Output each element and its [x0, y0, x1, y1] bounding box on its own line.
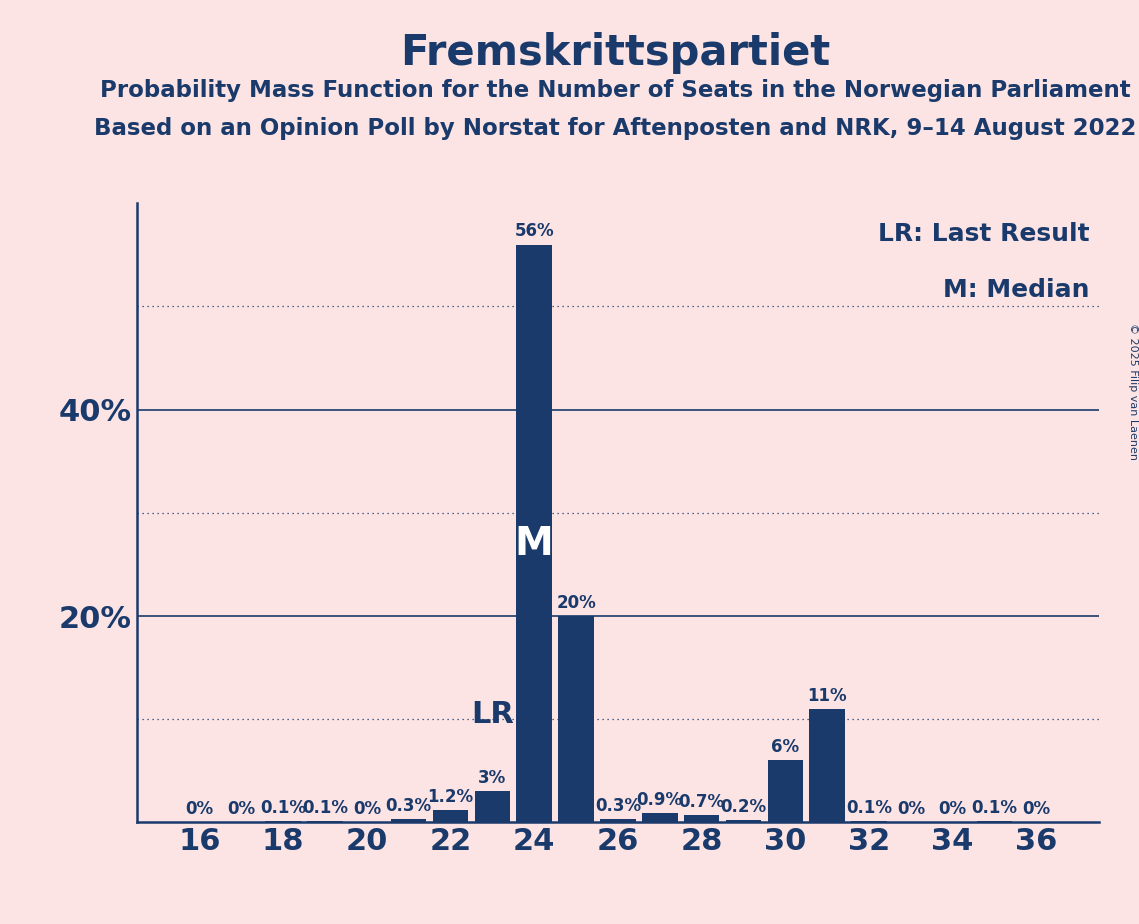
Text: 0.1%: 0.1% — [846, 799, 892, 817]
Text: 0.2%: 0.2% — [720, 798, 767, 816]
Bar — [810, 709, 845, 822]
Bar — [683, 815, 720, 822]
Text: 3%: 3% — [478, 770, 507, 787]
Bar — [475, 791, 510, 822]
Text: 6%: 6% — [771, 738, 800, 757]
Text: Based on an Opinion Poll by Norstat for Aftenposten and NRK, 9–14 August 2022: Based on an Opinion Poll by Norstat for … — [93, 117, 1137, 140]
Text: M: M — [515, 525, 554, 563]
Bar — [726, 821, 761, 822]
Bar — [600, 820, 636, 822]
Text: 0%: 0% — [353, 800, 380, 819]
Bar — [768, 760, 803, 822]
Text: © 2025 Filip van Laenen: © 2025 Filip van Laenen — [1129, 323, 1138, 460]
Text: LR: LR — [470, 700, 514, 730]
Bar — [851, 821, 887, 822]
Text: 0.9%: 0.9% — [637, 791, 682, 808]
Text: 0.3%: 0.3% — [595, 797, 641, 815]
Text: Fremskrittspartiet: Fremskrittspartiet — [400, 32, 830, 74]
Text: 0%: 0% — [186, 800, 213, 819]
Bar — [265, 821, 301, 822]
Text: LR: Last Result: LR: Last Result — [878, 222, 1090, 246]
Bar — [391, 820, 426, 822]
Text: 0.1%: 0.1% — [972, 799, 1017, 817]
Text: 0.3%: 0.3% — [386, 797, 432, 815]
Text: 20%: 20% — [556, 594, 596, 612]
Text: 0.1%: 0.1% — [260, 799, 306, 817]
Bar — [977, 821, 1013, 822]
Bar — [433, 810, 468, 822]
Bar — [308, 821, 343, 822]
Text: 0%: 0% — [1023, 800, 1050, 819]
Text: Probability Mass Function for the Number of Seats in the Norwegian Parliament: Probability Mass Function for the Number… — [100, 79, 1130, 102]
Text: 0.1%: 0.1% — [302, 799, 349, 817]
Text: 0.7%: 0.7% — [679, 793, 724, 811]
Bar — [516, 245, 552, 822]
Bar — [642, 813, 678, 822]
Text: 0%: 0% — [228, 800, 255, 819]
Text: 0%: 0% — [896, 800, 925, 819]
Text: 1.2%: 1.2% — [427, 788, 474, 806]
Text: 56%: 56% — [515, 223, 554, 240]
Text: M: Median: M: Median — [943, 277, 1090, 301]
Text: 0%: 0% — [939, 800, 967, 819]
Text: 11%: 11% — [808, 687, 847, 705]
Bar — [558, 616, 593, 822]
